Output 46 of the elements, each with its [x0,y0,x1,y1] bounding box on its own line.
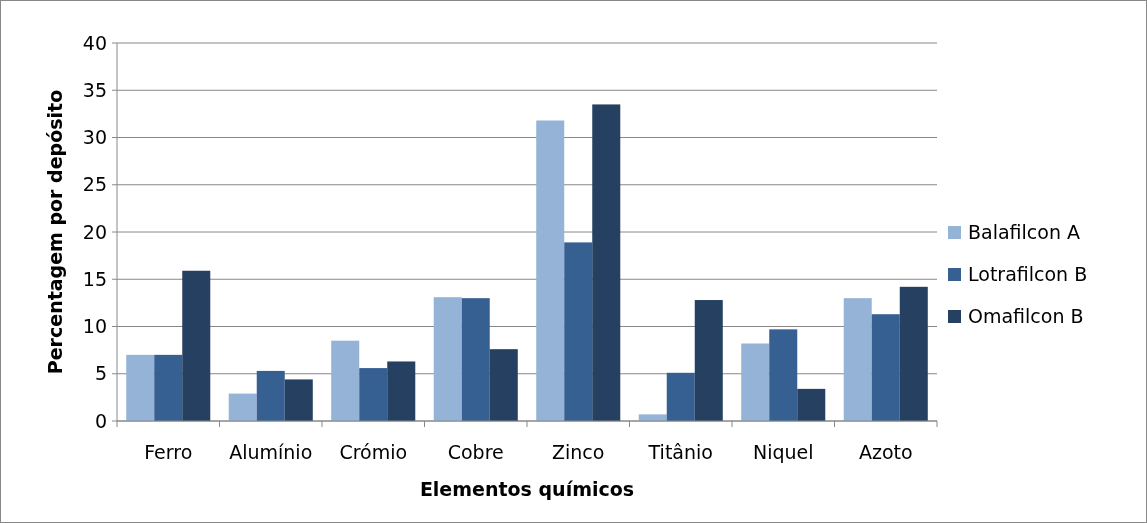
y-tick-label: 5 [94,362,107,385]
bar [331,340,360,421]
y-tick-label: 0 [94,409,107,432]
x-tick-label: Zinco [552,441,605,463]
y-axis-title: Percentagem por depósito [44,89,66,375]
legend-label: Omafilcon B [968,304,1084,327]
bar [564,242,593,421]
bar [433,297,462,421]
bar [843,298,872,421]
bar [694,300,723,421]
x-tick-label: Crómio [339,441,408,463]
x-tick-label: Ferro [144,441,193,463]
bar [666,372,695,421]
x-axis-title: Elementos químicos [419,478,635,500]
bar [228,393,257,421]
bar [489,349,518,421]
bar [638,414,667,421]
y-tick-label: 40 [82,31,107,54]
y-tick-label: 20 [82,220,107,243]
y-tick-label: 30 [82,126,107,149]
x-tick-label: Titânio [647,441,713,463]
bar [387,361,416,421]
bar [899,286,928,421]
bar [182,270,211,421]
x-tick-label: Niquel [752,441,814,463]
bar [154,354,183,421]
bar [741,343,770,421]
bar [592,104,621,421]
bar [871,314,900,421]
x-tick-label: Cobre [447,441,504,463]
y-tick-label: 25 [82,173,107,196]
bar [256,370,285,421]
bar [797,388,826,421]
x-tick-label: Alumínio [229,441,313,463]
y-tick-label: 35 [82,78,107,101]
x-tick-label: Azoto [858,441,913,463]
bar [359,368,388,421]
bar [461,298,490,421]
y-tick-label: 15 [82,267,107,290]
bar [769,329,798,421]
y-tick-label: 10 [82,315,107,338]
legend-label: Lotrafilcon B [968,262,1088,285]
bar [126,354,155,421]
bar [284,379,313,421]
bar [536,120,565,421]
legend-label: Balafilcon A [968,220,1080,243]
